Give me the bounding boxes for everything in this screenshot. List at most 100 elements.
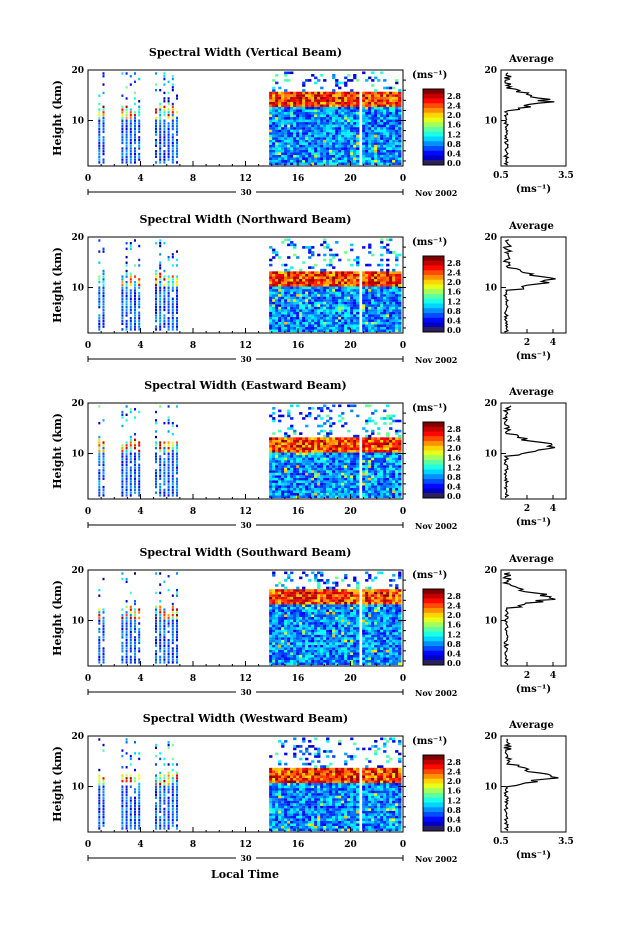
heatmap-cell bbox=[98, 295, 100, 297]
heatmap-cell bbox=[103, 486, 105, 488]
heatmap-cell bbox=[134, 281, 136, 283]
heatmap-cell bbox=[362, 483, 365, 486]
panel-3: Spectral Width (Eastward Beam)Height (km… bbox=[51, 379, 566, 531]
heatmap-cell bbox=[386, 137, 389, 140]
heatmap-cell bbox=[383, 289, 386, 292]
heatmap-cell bbox=[314, 120, 317, 123]
heatmap-cell bbox=[332, 125, 335, 128]
heatmap-cell bbox=[395, 319, 398, 322]
heatmap-cell bbox=[293, 114, 296, 117]
heatmap-cell bbox=[278, 495, 281, 498]
heatmap-cell bbox=[172, 422, 174, 424]
heatmap-cell bbox=[398, 130, 401, 133]
heatmap-cell bbox=[134, 284, 136, 286]
heatmap-cell bbox=[383, 152, 386, 155]
heatmap-cell bbox=[341, 458, 344, 461]
x-tick-label: 4 bbox=[137, 507, 143, 517]
heatmap-cell bbox=[103, 647, 105, 649]
heatmap-cell bbox=[335, 488, 338, 491]
heatmap-cell bbox=[395, 480, 398, 483]
heatmap-cell bbox=[281, 92, 284, 95]
heatmap-cell bbox=[176, 480, 178, 482]
heatmap-cell bbox=[130, 469, 132, 471]
heatmap-cell bbox=[293, 107, 296, 110]
heatmap-cell bbox=[392, 450, 395, 453]
heatmap-cell bbox=[356, 150, 359, 153]
heatmap-cell bbox=[326, 155, 329, 158]
heatmap-cell bbox=[332, 312, 335, 315]
heatmap-cell bbox=[138, 314, 140, 316]
heatmap-cell bbox=[329, 162, 332, 165]
heatmap-cell bbox=[380, 155, 383, 158]
heatmap-cell bbox=[374, 485, 377, 488]
heatmap-cell bbox=[269, 314, 272, 317]
heatmap-cell bbox=[159, 592, 161, 594]
heatmap-cell bbox=[362, 314, 365, 317]
heatmap-cell bbox=[314, 417, 317, 420]
heatmap-cell bbox=[305, 122, 308, 125]
heatmap-cell bbox=[383, 493, 386, 496]
heatmap-cell bbox=[353, 281, 356, 284]
average-x-tick-label: 4 bbox=[550, 504, 556, 514]
heatmap-cell bbox=[338, 302, 341, 305]
heatmap-cell bbox=[311, 450, 314, 453]
heatmap-cell bbox=[163, 645, 165, 647]
heatmap-cell bbox=[272, 495, 275, 498]
heatmap-cell bbox=[299, 309, 302, 312]
heatmap-cell bbox=[269, 150, 272, 153]
heatmap-cell bbox=[350, 112, 353, 115]
heatmap-cell bbox=[308, 287, 311, 290]
panel-title: Spectral Width (Vertical Beam) bbox=[149, 46, 342, 59]
heatmap-cell bbox=[362, 307, 365, 310]
heatmap-cell bbox=[293, 450, 296, 453]
heatmap-cell bbox=[317, 309, 320, 312]
heatmap-cell bbox=[287, 435, 290, 438]
colorbar-tick-label: 1.2 bbox=[447, 129, 461, 139]
heatmap-cell bbox=[356, 460, 359, 463]
heatmap-cell bbox=[299, 460, 302, 463]
heatmap-cell bbox=[338, 147, 341, 150]
x-tick-label: 20 bbox=[344, 341, 357, 351]
heatmap-cell bbox=[311, 281, 314, 284]
heatmap-cell bbox=[284, 276, 287, 279]
heatmap-cell bbox=[317, 327, 320, 330]
heatmap-cell bbox=[353, 480, 356, 483]
heatmap-cell bbox=[168, 458, 170, 460]
heatmap-cell bbox=[159, 136, 161, 138]
heatmap-cell bbox=[341, 495, 344, 498]
heatmap-cell bbox=[138, 472, 140, 474]
heatmap-cell bbox=[377, 302, 380, 305]
heatmap-cell bbox=[392, 114, 395, 117]
heatmap-cell bbox=[176, 489, 178, 491]
heatmap-cell bbox=[338, 490, 341, 493]
heatmap-cell bbox=[365, 493, 368, 496]
heatmap-cell bbox=[320, 150, 323, 153]
heatmap-cell bbox=[341, 493, 344, 496]
heatmap-cell bbox=[269, 109, 272, 112]
heatmap-cell bbox=[98, 611, 100, 613]
x-tick-label: 16 bbox=[292, 341, 305, 351]
heatmap-cell bbox=[365, 279, 368, 282]
heatmap-cell bbox=[155, 455, 157, 457]
heatmap-cell bbox=[323, 135, 326, 138]
heatmap-cell bbox=[368, 251, 371, 254]
x-tick-label: 0 bbox=[85, 507, 91, 517]
heatmap-cell bbox=[269, 274, 272, 277]
heatmap-cell bbox=[308, 109, 311, 112]
heatmap-cell bbox=[344, 284, 347, 287]
heatmap-cell bbox=[121, 455, 123, 457]
heatmap-cell bbox=[314, 271, 317, 274]
heatmap-cell bbox=[368, 483, 371, 486]
heatmap-cell bbox=[275, 307, 278, 310]
heatmap-cell bbox=[302, 114, 305, 117]
heatmap-cell bbox=[293, 150, 296, 153]
heatmap-cell bbox=[275, 450, 278, 453]
heatmap-cell bbox=[386, 107, 389, 110]
heatmap-cell bbox=[386, 160, 389, 163]
heatmap-cell bbox=[383, 142, 386, 145]
heatmap-cell bbox=[374, 127, 377, 130]
heatmap-cell bbox=[374, 284, 377, 287]
heatmap-cell bbox=[323, 102, 326, 105]
heatmap-cell bbox=[389, 470, 392, 473]
heatmap-cell bbox=[172, 661, 174, 663]
